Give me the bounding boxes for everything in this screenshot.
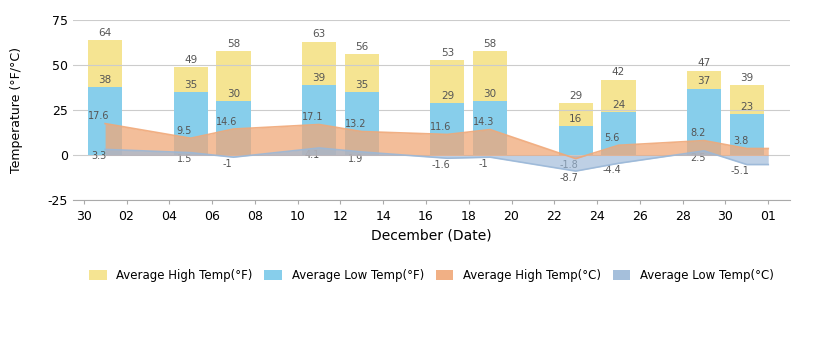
Text: 53: 53	[441, 47, 454, 58]
Text: 3.8: 3.8	[733, 136, 748, 146]
Text: -1: -1	[222, 159, 232, 169]
Text: 29: 29	[441, 91, 454, 101]
Text: 39: 39	[312, 73, 325, 83]
Text: 37: 37	[697, 76, 710, 87]
Text: 35: 35	[355, 80, 369, 90]
Bar	[473, 51, 507, 155]
Text: -4.4: -4.4	[603, 165, 622, 175]
Text: 14.6: 14.6	[217, 117, 237, 127]
Bar	[430, 60, 465, 155]
Text: 42: 42	[612, 67, 625, 77]
Bar	[602, 112, 636, 155]
Text: 58: 58	[484, 38, 497, 49]
Bar	[430, 103, 465, 155]
Text: 2.5: 2.5	[690, 153, 706, 163]
Text: -1: -1	[479, 159, 489, 169]
Bar	[302, 42, 336, 155]
Text: -5.1: -5.1	[731, 167, 749, 176]
Text: 17.1: 17.1	[302, 112, 324, 122]
Text: 38: 38	[99, 75, 112, 85]
Text: 23: 23	[740, 102, 754, 112]
Text: 5.6: 5.6	[604, 133, 620, 143]
Text: -8.7: -8.7	[560, 173, 579, 183]
Text: 39: 39	[740, 73, 754, 83]
Text: -1.8: -1.8	[560, 160, 579, 171]
Text: 3.3: 3.3	[91, 151, 106, 161]
Bar	[88, 40, 122, 155]
Bar	[173, 67, 208, 155]
Text: 56: 56	[355, 42, 369, 52]
Text: 24: 24	[612, 100, 625, 110]
Bar	[687, 89, 721, 155]
Text: 30: 30	[227, 89, 240, 99]
Text: 64: 64	[99, 28, 112, 38]
Text: 17.6: 17.6	[88, 111, 110, 121]
Text: 58: 58	[227, 38, 240, 49]
Text: 4.1: 4.1	[305, 150, 320, 160]
Bar	[217, 101, 251, 155]
Bar	[473, 101, 507, 155]
Bar	[687, 71, 721, 155]
Y-axis label: Temperature (°F/°C): Temperature (°F/°C)	[10, 47, 23, 173]
Bar	[217, 51, 251, 155]
Text: 11.6: 11.6	[430, 122, 452, 132]
Text: -1.6: -1.6	[432, 160, 451, 170]
Text: 1.9: 1.9	[348, 154, 363, 164]
Text: 13.2: 13.2	[344, 119, 366, 129]
Text: 29: 29	[569, 91, 583, 101]
Bar	[559, 126, 593, 155]
Text: 30: 30	[484, 89, 496, 99]
Text: 35: 35	[184, 80, 198, 90]
Bar	[602, 80, 636, 155]
Text: 16: 16	[569, 114, 583, 124]
Text: 14.3: 14.3	[473, 117, 495, 127]
Text: 47: 47	[697, 58, 710, 68]
Text: 8.2: 8.2	[690, 129, 706, 138]
X-axis label: December (Date): December (Date)	[371, 228, 491, 242]
Bar	[730, 114, 764, 155]
Bar	[730, 85, 764, 155]
Bar	[344, 54, 379, 155]
Legend: Average High Temp(°F), Average Low Temp(°F), Average High Temp(°C), Average Low : Average High Temp(°F), Average Low Temp(…	[85, 264, 779, 287]
Bar	[344, 92, 379, 155]
Bar	[559, 103, 593, 155]
Text: 9.5: 9.5	[177, 126, 192, 136]
Bar	[173, 92, 208, 155]
Text: 63: 63	[312, 29, 325, 39]
Text: 49: 49	[184, 55, 198, 65]
Bar	[302, 85, 336, 155]
Bar	[88, 87, 122, 155]
Text: 1.5: 1.5	[177, 155, 192, 164]
